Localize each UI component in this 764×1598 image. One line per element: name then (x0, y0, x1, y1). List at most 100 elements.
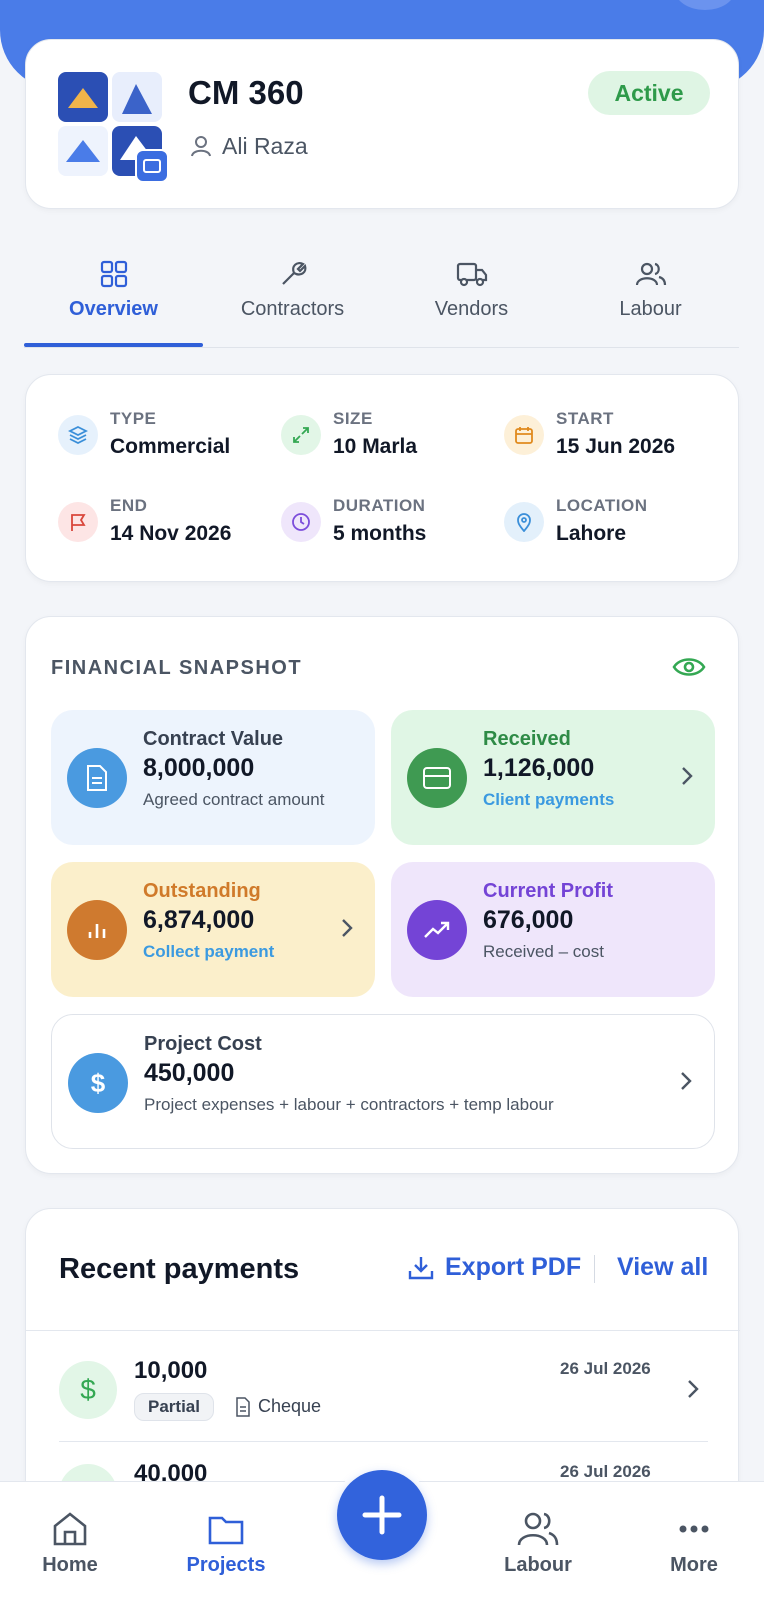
financial-card: FINANCIAL SNAPSHOT Contract Value 8,000,… (25, 616, 739, 1174)
tile-icon (67, 748, 127, 808)
detail-value: Commercial (110, 435, 231, 458)
project-owner: Ali Raza (222, 133, 308, 159)
chevron (681, 1072, 692, 1090)
tile-note: Collect payment (143, 942, 275, 961)
payment-status: Partial (134, 1393, 214, 1421)
tile-label: Contract Value (143, 728, 284, 750)
tile-amount: 8,000,000 (143, 754, 255, 782)
detail-label: START (556, 409, 614, 428)
tile-label: Outstanding (143, 880, 261, 902)
tile-note: Received – cost (483, 942, 604, 961)
tab[interactable]: Vendors (382, 260, 561, 321)
payment-icon: $ (59, 1361, 117, 1419)
tile-label: Current Profit (483, 880, 613, 902)
tile-icon (407, 748, 467, 808)
project-name: CM 360 (188, 74, 304, 111)
user-icon (191, 136, 211, 157)
tile-label: Received (483, 728, 571, 750)
export-button[interactable]: Export PDF (445, 1253, 582, 1281)
detail-icon (281, 415, 321, 455)
tile-icon (67, 900, 127, 960)
finance-tile: Contract Value 8,000,000 Agreed contract… (51, 710, 375, 845)
nav-label: More (670, 1554, 718, 1576)
detail-icon (58, 502, 98, 542)
payment-method: Cheque (258, 1396, 322, 1416)
nav-item[interactable]: Projects (166, 1510, 286, 1577)
nav-label: Labour (504, 1554, 572, 1576)
nav-icon (679, 1525, 709, 1533)
tab-icon (456, 262, 487, 287)
details-card: TYPE Commercial SIZE 10 Marla START 15 Jun … (25, 374, 739, 582)
nav-label: Projects (186, 1554, 266, 1576)
detail-label: DURATION (333, 496, 426, 515)
tile-note: Agreed contract amount (143, 790, 325, 809)
detail-value: 15 Jun 2026 (556, 435, 676, 458)
tab-divider (24, 347, 739, 348)
nav-item[interactable]: Home (10, 1510, 130, 1577)
section-title: Recent payments (59, 1253, 300, 1285)
add-button[interactable] (337, 1470, 427, 1560)
payment-amount: 10,000 (134, 1357, 208, 1384)
tab-label: Labour (619, 298, 682, 320)
chevron (682, 767, 693, 785)
active-tab-indicator (24, 343, 203, 347)
detail-label: SIZE (333, 409, 373, 428)
tab[interactable]: Labour (561, 260, 740, 321)
detail-item: END 14 Nov 2026 (58, 496, 278, 556)
tab-icon (100, 260, 127, 288)
tile-icon (407, 900, 467, 960)
detail-item: DURATION 5 months (281, 496, 501, 556)
detail-item: SIZE 10 Marla (281, 409, 501, 469)
detail-item: START 15 Jun 2026 (504, 409, 724, 469)
view-all-link[interactable]: View all (617, 1253, 709, 1281)
tile-icon: $ (68, 1053, 128, 1113)
project-header-card: CM 360 Ali Raza Active (25, 39, 739, 209)
finance-tile[interactable]: Received 1,126,000 Client payments (391, 710, 715, 845)
detail-value: 14 Nov 2026 (110, 522, 232, 545)
finance-tile[interactable]: $ Project Cost 450,000 Project expenses … (51, 1014, 715, 1149)
download-icon (408, 1257, 434, 1280)
tile-label: Project Cost (144, 1033, 262, 1055)
tile-note: Project expenses + labour + contractors … (144, 1095, 554, 1114)
detail-label: TYPE (110, 409, 157, 428)
detail-value: Lahore (556, 522, 627, 545)
detail-item: TYPE Commercial (58, 409, 278, 469)
nav-icon (208, 1516, 244, 1545)
detail-value: 10 Marla (333, 435, 418, 458)
status-badge: Active (588, 71, 710, 115)
payment-row[interactable]: $ 10,000 Partial Cheque 26 Jul 2026 (26, 1331, 740, 1441)
nav-icon (53, 1512, 87, 1546)
detail-item: LOCATION Lahore (504, 496, 724, 556)
detail-icon (504, 502, 544, 542)
finance-tile[interactable]: Outstanding 6,874,000 Collect payment (51, 862, 375, 997)
detail-value: 5 months (333, 522, 427, 545)
detail-label: LOCATION (556, 496, 648, 515)
detail-icon (504, 415, 544, 455)
divider (26, 1330, 740, 1331)
divider (59, 1441, 708, 1442)
header-decoration (675, 0, 735, 10)
visibility-toggle[interactable] (672, 655, 706, 679)
finance-tile: Current Profit 676,000 Received – cost (391, 862, 715, 997)
tab-icon (281, 262, 306, 285)
tile-amount: 450,000 (144, 1059, 235, 1087)
section-title: FINANCIAL SNAPSHOT (51, 657, 303, 679)
chevron (688, 1380, 699, 1398)
tile-note: Client payments (483, 790, 615, 809)
tab[interactable]: Contractors (203, 260, 382, 321)
nav-item[interactable]: Labour (478, 1510, 598, 1577)
project-logo (58, 72, 168, 182)
chevron (342, 919, 353, 937)
tile-amount: 6,874,000 (143, 906, 255, 934)
payment-date: 26 Jul 2026 (560, 1359, 651, 1378)
separator (594, 1255, 595, 1283)
nav-item[interactable]: More (634, 1510, 754, 1577)
document-icon (236, 1397, 250, 1417)
tab-label: Overview (69, 298, 158, 320)
nav-icon (517, 1512, 559, 1546)
tab[interactable]: Overview (24, 260, 203, 321)
detail-label: END (110, 496, 148, 515)
tab-icon (635, 262, 666, 286)
tab-label: Vendors (434, 298, 509, 320)
